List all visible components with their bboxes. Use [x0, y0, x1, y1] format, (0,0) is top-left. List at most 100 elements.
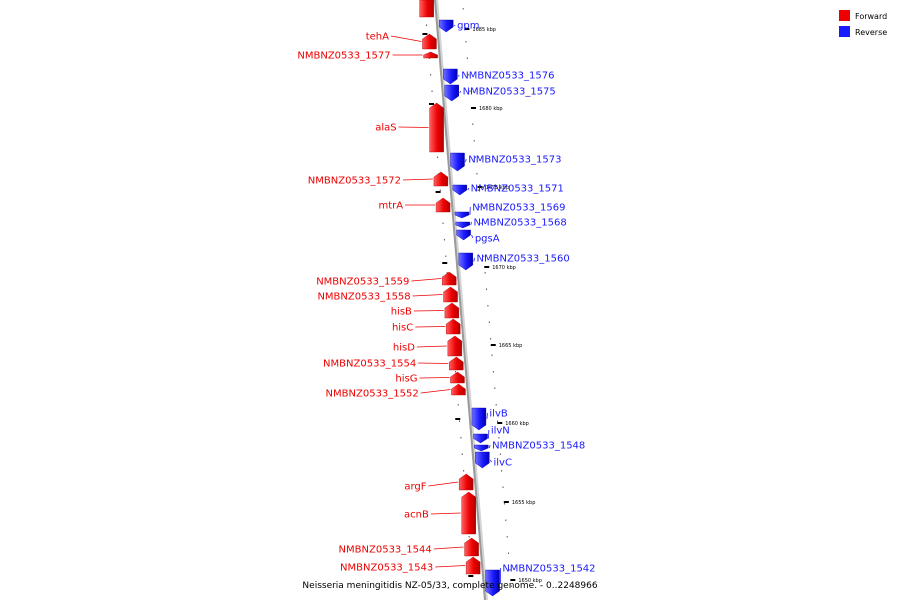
minor-tick	[460, 437, 462, 439]
reverse-gene-block[interactable]	[474, 444, 489, 452]
reverse-gene-block[interactable]	[458, 252, 473, 271]
minor-tick	[488, 321, 490, 323]
forward-genes: tehA NMBNZ0533_1577 alaS NMBNZ0533_1572 mtrA…	[297, 0, 481, 575]
forward-gene-label[interactable]: NMBNZ0533_1572	[308, 176, 401, 187]
forward-gene-block[interactable]	[458, 473, 474, 491]
reverse-gene-block[interactable]	[456, 229, 471, 241]
reverse-gene-block[interactable]	[452, 184, 468, 196]
major-tick	[497, 422, 503, 424]
minor-tick	[462, 8, 464, 10]
forward-gene-block[interactable]	[422, 33, 437, 50]
reverse-gene-label[interactable]: ilvN	[491, 426, 510, 437]
forward-gene-label[interactable]: NMBNZ0533_1552	[326, 389, 419, 400]
forward-gene-block[interactable]	[419, 0, 434, 18]
minor-tick	[487, 305, 489, 307]
forward-gene-block[interactable]	[464, 537, 479, 557]
forward-gene-label[interactable]: acnB	[404, 510, 429, 521]
reverse-gene-block[interactable]	[438, 19, 454, 33]
forward-gene-block[interactable]	[433, 171, 449, 187]
minor-tick	[506, 536, 508, 538]
reverse-gene-block[interactable]	[454, 211, 470, 219]
reverse-gene-label[interactable]: NMBNZ0533_1542	[502, 564, 595, 575]
reverse-gene-block[interactable]	[471, 407, 487, 431]
reverse-gene-label[interactable]: NMBNZ0533_1576	[461, 71, 554, 82]
forward-gene-label[interactable]: NMBNZ0533_1554	[323, 359, 416, 370]
reverse-gene-label[interactable]: ilvC	[494, 458, 512, 469]
forward-gene-block[interactable]	[444, 302, 460, 319]
forward-gene-block[interactable]	[446, 318, 461, 335]
reverse-gene-label[interactable]: NMBNZ0533_1571	[471, 184, 564, 195]
minor-tick	[508, 552, 510, 554]
reverse-gene-leader	[473, 257, 475, 262]
reverse-gene-label[interactable]: ilvB	[489, 409, 507, 420]
forward-gene-label[interactable]: hisC	[392, 323, 413, 334]
forward-gene-block[interactable]	[461, 491, 476, 535]
reverse-gene-leader	[470, 221, 472, 226]
reverse-gene-block[interactable]	[444, 84, 459, 102]
forward-gene-block[interactable]	[450, 371, 465, 384]
forward-gene-label[interactable]: NMBNZ0533_1559	[316, 277, 409, 288]
reverse-gene-label[interactable]: pgsA	[475, 234, 500, 245]
forward-gene-label[interactable]: hisD	[393, 343, 415, 354]
forward-gene-block[interactable]	[451, 383, 466, 396]
reverse-gene-leader	[488, 444, 491, 449]
reverse-gene-block[interactable]	[475, 451, 490, 469]
major-tick	[490, 344, 496, 346]
forward-gene-block[interactable]	[465, 556, 481, 575]
reverse-gene-leader	[486, 412, 488, 420]
reverse-gene-leader	[471, 234, 474, 239]
reverse-gene-block[interactable]	[473, 433, 488, 444]
forward-gene-block[interactable]	[423, 51, 438, 59]
forward-gene-label[interactable]: argF	[404, 482, 426, 493]
major-tick	[510, 579, 516, 581]
forward-gene-label[interactable]: NMBNZ0533_1543	[340, 563, 433, 574]
minor-tick	[426, 24, 428, 26]
reverse-gene-label[interactable]: NMBNZ0533_1560	[477, 254, 570, 265]
minor-tick	[469, 90, 471, 92]
forward-gene-block[interactable]	[442, 271, 457, 286]
forward-gene-block[interactable]	[447, 335, 463, 357]
reverse-gene-label[interactable]: NMBNZ0533_1573	[468, 155, 561, 166]
forward-gene-block[interactable]	[435, 197, 451, 213]
reverse-gene-label[interactable]: NMBNZ0533_1575	[463, 87, 556, 98]
minor-tick	[465, 41, 467, 43]
minor-tick	[492, 371, 494, 373]
forward-gene-label[interactable]: alaS	[375, 123, 396, 134]
reverse-gene-block[interactable]	[485, 569, 500, 597]
forward-gene-label[interactable]: hisB	[391, 307, 412, 318]
backbone-line	[434, 0, 486, 600]
reverse-gene-leader	[453, 24, 456, 27]
minor-tick	[468, 536, 470, 538]
forward-gene-block[interactable]	[429, 102, 444, 153]
minor-tick	[505, 519, 507, 521]
kbp-label: 1680 kbp	[479, 106, 503, 112]
legend-label-forward: Forward	[855, 12, 887, 21]
kbp-label: 1670 kbp	[492, 265, 516, 271]
reverse-genes: gpm NMBNZ0533_1576 NMBNZ0533_1575 NMBNZ0533…	[438, 19, 596, 597]
forward-gene-label[interactable]: tehA	[366, 32, 389, 43]
reverse-gene-block[interactable]	[455, 221, 470, 229]
minor-tick	[479, 206, 481, 208]
forward-gene-leader	[435, 565, 466, 568]
reverse-gene-label[interactable]: NMBNZ0533_1568	[474, 218, 567, 229]
forward-gene-label[interactable]: NMBNZ0533_1544	[339, 545, 432, 556]
forward-gene-block[interactable]	[449, 356, 464, 371]
kbp-labels: 1685 kbp 1680 kbp 1675 kbp 1670 kbp 1665 kbp…	[472, 27, 541, 584]
minor-tick	[463, 470, 465, 472]
reverse-gene-label[interactable]: NMBNZ0533_1548	[492, 441, 585, 452]
reverse-gene-leader	[458, 74, 460, 77]
reverse-gene-label[interactable]: NMBNZ0533_1569	[472, 203, 565, 214]
reverse-gene-leader	[459, 90, 461, 94]
genome-backbone	[434, 0, 488, 600]
forward-gene-label[interactable]: NMBNZ0533_1577	[297, 51, 390, 62]
reverse-gene-block[interactable]	[450, 152, 465, 172]
kbp-label: 1665 kbp	[499, 343, 523, 349]
reverse-gene-block[interactable]	[443, 68, 458, 85]
minor-tick	[442, 222, 444, 224]
reverse-gene-label[interactable]: gpm	[457, 21, 479, 32]
forward-gene-label[interactable]: NMBNZ0533_1558	[317, 292, 410, 303]
forward-gene-label[interactable]: mtrA	[378, 201, 403, 212]
legend-swatch-reverse	[839, 26, 850, 37]
forward-gene-label[interactable]: hisG	[395, 374, 417, 385]
forward-gene-block[interactable]	[443, 286, 458, 303]
